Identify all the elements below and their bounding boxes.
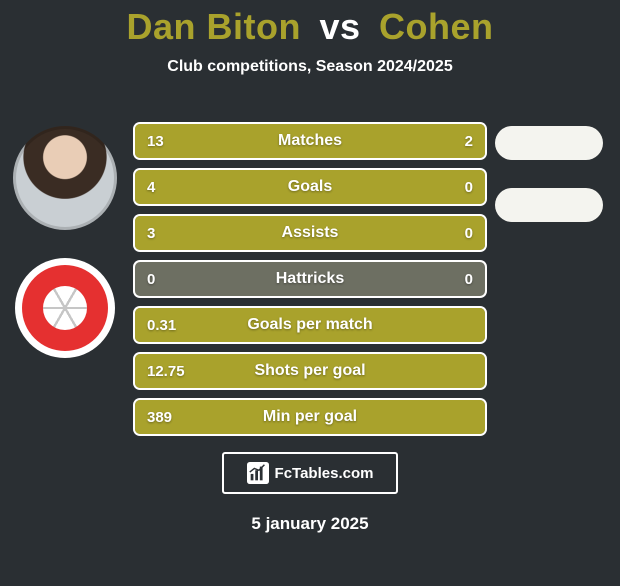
comparison-title: Dan Biton vs Cohen — [0, 6, 620, 48]
stat-label: Matches — [135, 124, 485, 158]
stat-label: Goals per match — [135, 308, 485, 342]
stat-row: 389Min per goal — [135, 400, 485, 434]
player2-club-placeholder-pill — [495, 188, 603, 222]
brand-text: FcTables.com — [275, 465, 374, 482]
stat-bars: 132Matches 40Goals 30Assists 00Hattricks 0.3… — [135, 124, 485, 434]
left-player-column — [6, 126, 124, 358]
player2-name: Cohen — [379, 6, 494, 47]
player2-placeholder-pill — [495, 126, 603, 160]
stat-label: Min per goal — [135, 400, 485, 434]
stat-row: 132Matches — [135, 124, 485, 158]
player1-avatar — [13, 126, 117, 230]
stat-label: Shots per goal — [135, 354, 485, 388]
player1-club-badge — [15, 258, 115, 358]
soccer-ball-icon — [43, 286, 87, 330]
player1-name: Dan Biton — [126, 6, 300, 47]
right-player-column — [490, 126, 608, 222]
stat-label: Assists — [135, 216, 485, 250]
vs-separator: vs — [319, 6, 360, 47]
stat-row: 00Hattricks — [135, 262, 485, 296]
stat-label: Hattricks — [135, 262, 485, 296]
stat-label: Goals — [135, 170, 485, 204]
brand-badge: FcTables.com — [222, 452, 398, 494]
subtitle: Club competitions, Season 2024/2025 — [0, 58, 620, 76]
stat-row: 40Goals — [135, 170, 485, 204]
stat-row: 12.75Shots per goal — [135, 354, 485, 388]
stat-row: 30Assists — [135, 216, 485, 250]
bar-chart-icon — [247, 462, 269, 484]
stat-row: 0.31Goals per match — [135, 308, 485, 342]
generated-date: 5 january 2025 — [0, 514, 620, 534]
